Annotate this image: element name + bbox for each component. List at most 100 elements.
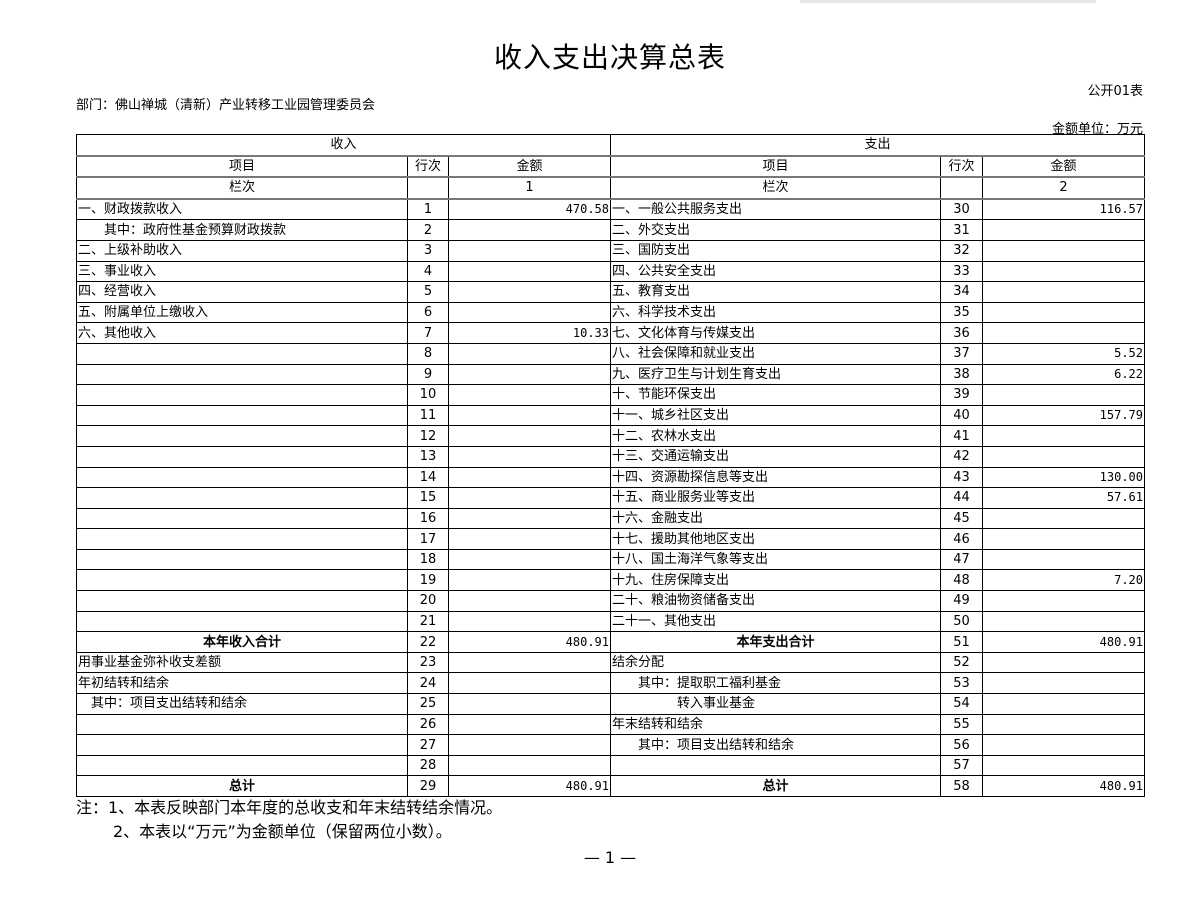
expense-line-cell: 33 xyxy=(940,260,983,283)
table-row: 三、事业收入 4 四、公共安全支出 33 xyxy=(76,260,1145,283)
expense-amount-cell xyxy=(982,528,1145,550)
table-row: 年初结转和结余 24 其中：提取职工福利基金 53 xyxy=(76,672,1145,695)
expense-amount-cell: 157.79 xyxy=(982,404,1145,427)
table-row: 27 其中：项目支出结转和结余 56 xyxy=(76,734,1145,756)
expense-amount-cell xyxy=(982,713,1145,736)
income-item-header: 项目 xyxy=(76,155,408,179)
income-item-cell xyxy=(76,445,408,468)
table-row: 19 十九、住房保障支出 48 7.20 xyxy=(76,569,1145,592)
income-amount-cell xyxy=(448,713,611,736)
expense-line-cell: 50 xyxy=(940,610,983,633)
income-line-cell: 11 xyxy=(407,404,449,427)
expense-line-cell: 47 xyxy=(940,548,983,571)
expense-line-cell: 39 xyxy=(940,384,983,406)
expense-amount-cell xyxy=(982,590,1145,612)
income-line-cell: 17 xyxy=(407,528,449,550)
expense-item-cell: 七、文化体育与传媒支出 xyxy=(610,322,941,344)
table-row: 12 十二、农林水支出 41 xyxy=(76,425,1145,447)
income-item-cell xyxy=(76,548,408,571)
income-amount-cell xyxy=(448,487,611,509)
expense-amount-cell xyxy=(982,425,1145,447)
expense-item-cell: 十一、城乡社区支出 xyxy=(610,404,941,427)
expense-column-number: 2 xyxy=(982,176,1145,200)
income-line-cell: 27 xyxy=(407,734,449,756)
table-row: 14 十四、资源勘探信息等支出 43 130.00 xyxy=(76,466,1145,489)
expense-item-cell: 十七、援助其他地区支出 xyxy=(610,528,941,550)
income-line-cell: 25 xyxy=(407,693,449,715)
expense-item-cell: 九、医疗卫生与计划生育支出 xyxy=(610,363,941,386)
income-line-cell: 8 xyxy=(407,342,449,365)
scrollbar-remnant xyxy=(800,0,1096,3)
section-header-row: 收入 支出 xyxy=(76,133,1145,157)
table-row: 26 年末结转和结余 55 xyxy=(76,713,1145,736)
income-item-cell: 六、其他收入 xyxy=(76,322,408,344)
income-amount-cell xyxy=(448,734,611,756)
expense-line-cell: 30 xyxy=(940,198,983,221)
expense-item-cell: 二十、粮油物资储备支出 xyxy=(610,590,941,612)
expense-amount-cell: 116.57 xyxy=(982,198,1145,221)
expense-amount-cell xyxy=(982,672,1145,695)
income-amount-cell xyxy=(448,528,611,550)
expense-line-cell: 49 xyxy=(940,590,983,612)
income-item-cell: 年初结转和结余 xyxy=(76,672,408,695)
expense-item-cell: 五、教育支出 xyxy=(610,281,941,303)
expense-item-cell: 十九、住房保障支出 xyxy=(610,569,941,592)
income-expense-table: 收入 支出 项目 行次 金额 项目 行次 金额 栏次 1 栏次 2 一、财政拨款… xyxy=(76,133,1145,797)
expense-line-cell: 52 xyxy=(940,651,983,674)
table-row: 16 十六、金融支出 45 xyxy=(76,507,1145,530)
income-amount-cell xyxy=(448,610,611,633)
income-line-cell: 4 xyxy=(407,260,449,283)
expense-header: 支出 xyxy=(610,133,1145,157)
expense-item-cell: 十五、商业服务业等支出 xyxy=(610,487,941,509)
expense-column-label: 栏次 xyxy=(610,176,941,200)
expense-item-cell: 十八、国土海洋气象等支出 xyxy=(610,548,941,571)
expense-line-header: 行次 xyxy=(940,155,983,179)
income-amount-cell xyxy=(448,239,611,262)
income-column-number: 1 xyxy=(448,176,611,200)
table-row: 8 八、社会保障和就业支出 37 5.52 xyxy=(76,342,1145,365)
expense-line-cell: 34 xyxy=(940,281,983,303)
column-header-row: 项目 行次 金额 项目 行次 金额 xyxy=(76,155,1145,179)
expense-amount-cell xyxy=(982,322,1145,344)
income-amount-cell xyxy=(448,466,611,489)
income-item-cell xyxy=(76,734,408,756)
expense-item-cell: 总计 xyxy=(610,775,941,797)
empty-cell xyxy=(940,176,983,200)
income-line-cell: 18 xyxy=(407,548,449,571)
income-line-cell: 29 xyxy=(407,775,449,797)
expense-amount-cell xyxy=(982,610,1145,633)
expense-amount-cell xyxy=(982,693,1145,715)
income-line-cell: 1 xyxy=(407,198,449,221)
expense-amount-header: 金额 xyxy=(982,155,1145,179)
expense-line-cell: 38 xyxy=(940,363,983,386)
expense-line-cell: 43 xyxy=(940,466,983,489)
expense-line-cell: 56 xyxy=(940,734,983,756)
income-amount-cell xyxy=(448,363,611,386)
table-row: 用事业基金弥补收支差额 23 结余分配 52 xyxy=(76,651,1145,674)
expense-item-cell: 其中：项目支出结转和结余 xyxy=(610,734,941,756)
income-amount-header: 金额 xyxy=(448,155,611,179)
expense-item-cell: 二、外交支出 xyxy=(610,219,941,241)
income-amount-cell xyxy=(448,301,611,324)
table-row: 21 二十一、其他支出 50 xyxy=(76,610,1145,633)
income-line-cell: 20 xyxy=(407,590,449,612)
income-amount-cell: 480.91 xyxy=(448,775,611,797)
expense-item-cell: 年末结转和结余 xyxy=(610,713,941,736)
expense-item-cell: 十四、资源勘探信息等支出 xyxy=(610,466,941,489)
table-row: 一、财政拨款收入 1 470.58 一、一般公共服务支出 30 116.57 xyxy=(76,198,1145,221)
expense-amount-cell: 57.61 xyxy=(982,487,1145,509)
table-row: 15 十五、商业服务业等支出 44 57.61 xyxy=(76,487,1145,509)
income-item-cell: 其中：政府性基金预算财政拨款 xyxy=(76,219,408,241)
table-row: 其中：政府性基金预算财政拨款 2 二、外交支出 31 xyxy=(76,219,1145,241)
income-line-cell: 22 xyxy=(407,631,449,653)
expense-line-cell: 58 xyxy=(940,775,983,797)
amount-unit-label: 金额单位：万元 xyxy=(1051,122,1143,137)
expense-line-cell: 54 xyxy=(940,693,983,715)
expense-line-cell: 36 xyxy=(940,322,983,344)
income-line-cell: 14 xyxy=(407,466,449,489)
income-amount-cell: 10.33 xyxy=(448,322,611,344)
table-row: 20 二十、粮油物资储备支出 49 xyxy=(76,590,1145,612)
income-amount-cell xyxy=(448,281,611,303)
expense-amount-cell xyxy=(982,754,1145,777)
table-row: 五、附属单位上缴收入 6 六、科学技术支出 35 xyxy=(76,301,1145,324)
